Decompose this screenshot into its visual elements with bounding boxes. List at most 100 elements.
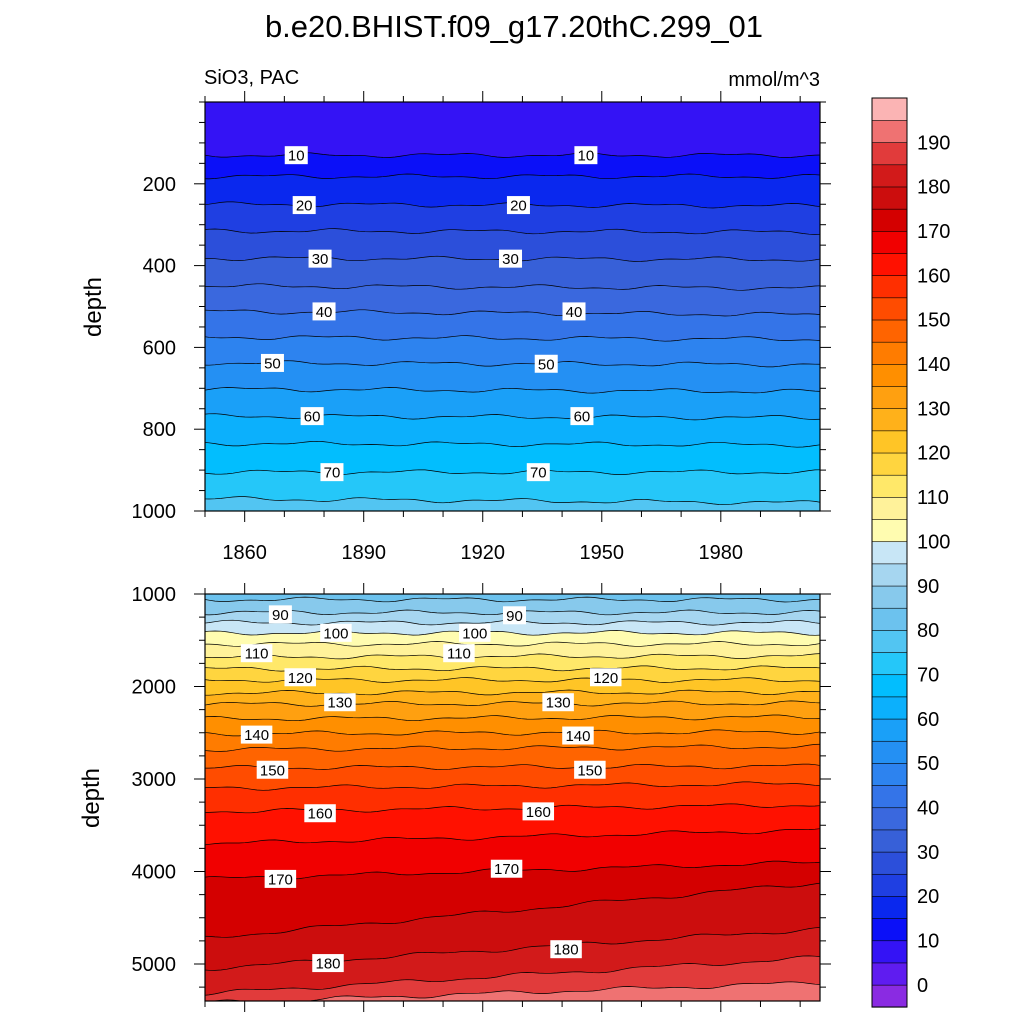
contour-label-bg [284,668,316,687]
colorbar-box [871,962,908,986]
contour-label: 150 [577,762,602,779]
contour-label-bg [300,407,324,426]
colorbar-box [871,208,908,232]
y-tick-label: 2000 [132,677,177,699]
contour-line [205,596,820,603]
contour-label-bg [308,249,332,268]
x-tick-label: 1950 [580,542,625,564]
y-tick-label: 5000 [132,954,177,976]
contour-label-bg [506,196,530,215]
y-tick-label: 1000 [132,584,177,606]
colorbar-frame [871,97,908,1008]
colorbar-box [871,674,908,698]
units-label: mmol/m^3 [728,69,820,91]
colorbar-label: 160 [917,265,950,287]
contour-label: 70 [324,465,341,482]
contour-label-bg [490,859,523,878]
colorbar-box [871,873,908,897]
colorbar-label: 60 [917,709,939,731]
contour-label-bg [562,726,594,745]
contour-label-bg [304,804,336,823]
colorbar-box [871,762,908,786]
contour-label-bg [312,954,344,973]
colorbar-label: 180 [917,177,950,199]
colorbar-box [871,784,908,809]
contour-label: 180 [315,956,340,973]
colorbar-label: 120 [917,443,950,465]
contour-label-bg [522,802,555,821]
colorbar-label: 100 [917,531,950,553]
contour-line [205,496,820,506]
contour-label: 110 [245,646,269,663]
panel-frame [204,593,821,1002]
colorbar-box [871,984,908,1008]
y-tick-label: 400 [143,256,176,278]
colorbar-box [871,895,908,919]
y-tick-label: 800 [143,419,176,441]
contour-label-bg [574,146,598,165]
contour-line [205,729,820,737]
contour-label-bg [443,644,475,663]
contour-label: 170 [268,871,293,888]
contour-line [205,440,820,448]
contour-line [205,228,820,235]
colorbar-box [871,918,908,942]
contour-label: 90 [506,608,523,625]
colorbar-label: 20 [917,886,939,908]
contour-line [205,173,820,180]
colorbar-box [871,452,908,476]
colorbar-label: 170 [917,221,950,243]
colorbar-label: 0 [917,975,928,997]
contour-label-bg [550,940,582,959]
contour-label: 60 [304,409,321,426]
contour-line [205,641,820,647]
colorbar-box [871,696,908,720]
contour-band [205,496,820,511]
colorbar-box [871,252,908,276]
colorbar-box [871,186,908,210]
variable-label: SiO3, PAC [204,67,299,89]
contour-label: 100 [462,625,487,642]
contour-label: 130 [327,695,352,712]
colorbar-box [871,629,908,653]
contour-line [205,743,820,752]
contour-label-bg [459,623,491,642]
colorbar-box [871,297,908,321]
x-tick-label: 1860 [222,542,267,564]
y-tick-label: 3000 [132,769,177,791]
contour-label: 110 [447,646,471,663]
contour-label: 90 [272,607,289,624]
contour-line [205,828,820,846]
y-tick-label: 1000 [132,501,177,523]
contour-line [205,469,820,475]
chart-title: b.e20.BHIST.f09_g17.20thC.299_01 [265,9,763,44]
contour-label-bg [240,644,273,663]
contour-label-bg [324,693,356,712]
contour-label-bg [256,760,289,779]
colorbar-label: 90 [917,576,939,598]
contour-label-bg [240,725,273,744]
contour-label: 40 [566,304,583,321]
colorbar-box [871,718,908,742]
colorbar-box [871,341,908,365]
contour-label-bg [284,146,308,165]
contour-label-bg [570,407,594,426]
contour-line [205,927,820,971]
colorbar-label: 140 [917,354,950,376]
contour-label-bg [589,668,622,687]
contour-label: 140 [565,728,590,745]
colorbar-label: 10 [917,930,939,952]
contour-label: 50 [538,356,555,373]
contour-label: 20 [296,198,313,215]
y-axis-label-upper: depth [80,277,107,337]
colorbar-label: 130 [917,398,950,420]
y-axis-label-lower: depth [78,768,105,828]
x-tick-label: 1980 [699,542,744,564]
colorbar-box [871,585,908,609]
contour-label-bg [312,302,336,321]
colorbar-box [871,142,908,166]
colorbar-label: 40 [917,797,939,819]
deep-ocean-panel: 90 90 100 100 110 110 120 120 130 130 140 140 150 150… [132,583,831,1012]
y-tick-label: 200 [143,174,176,196]
colorbar-box [871,607,908,631]
